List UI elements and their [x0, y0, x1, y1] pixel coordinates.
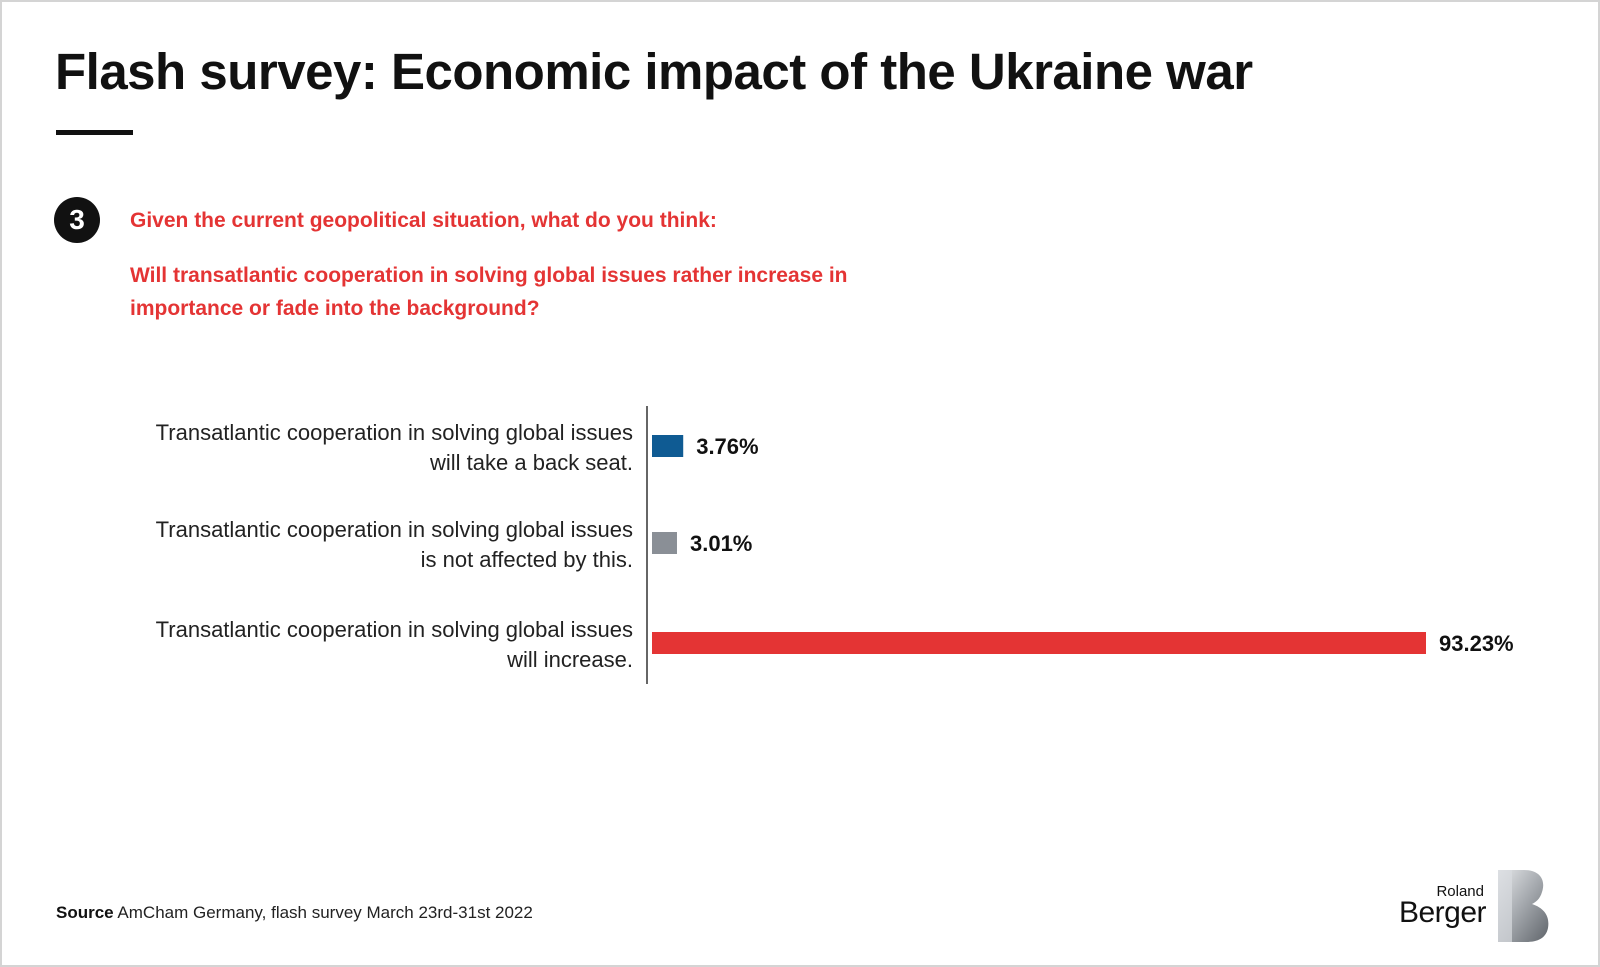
page-title: Flash survey: Economic impact of the Ukr… [55, 43, 1253, 100]
bar [652, 532, 677, 554]
data-label: 3.01% [690, 531, 752, 556]
logo-text-roland: Roland [1436, 883, 1484, 900]
title-underline [56, 130, 133, 135]
category-label: is not affected by this. [421, 547, 633, 572]
roland-berger-logo: Roland Berger [1398, 868, 1558, 944]
source-label: Source [56, 903, 114, 922]
source-text: AmCham Germany, flash survey March 23rd-… [113, 903, 533, 922]
bar [652, 435, 684, 457]
question-intro: Given the current geopolitical situation… [130, 209, 717, 232]
logo-b-mark-icon [1498, 870, 1549, 942]
category-label: Transatlantic cooperation in solving glo… [156, 517, 633, 542]
category-label: will increase. [506, 647, 633, 672]
logo-text-berger: Berger [1398, 896, 1487, 929]
category-label: Transatlantic cooperation in solving glo… [156, 617, 633, 642]
question-text: Will transatlantic cooperation in solvin… [130, 264, 848, 320]
source-note: Source AmCham Germany, flash survey Marc… [56, 903, 533, 923]
data-label: 93.23% [1439, 631, 1514, 656]
bar [652, 632, 1426, 654]
question-number-badge: 3 [54, 197, 100, 243]
data-label: 3.76% [696, 434, 758, 459]
category-label: will take a back seat. [429, 450, 633, 475]
category-label: Transatlantic cooperation in solving glo… [156, 420, 633, 445]
